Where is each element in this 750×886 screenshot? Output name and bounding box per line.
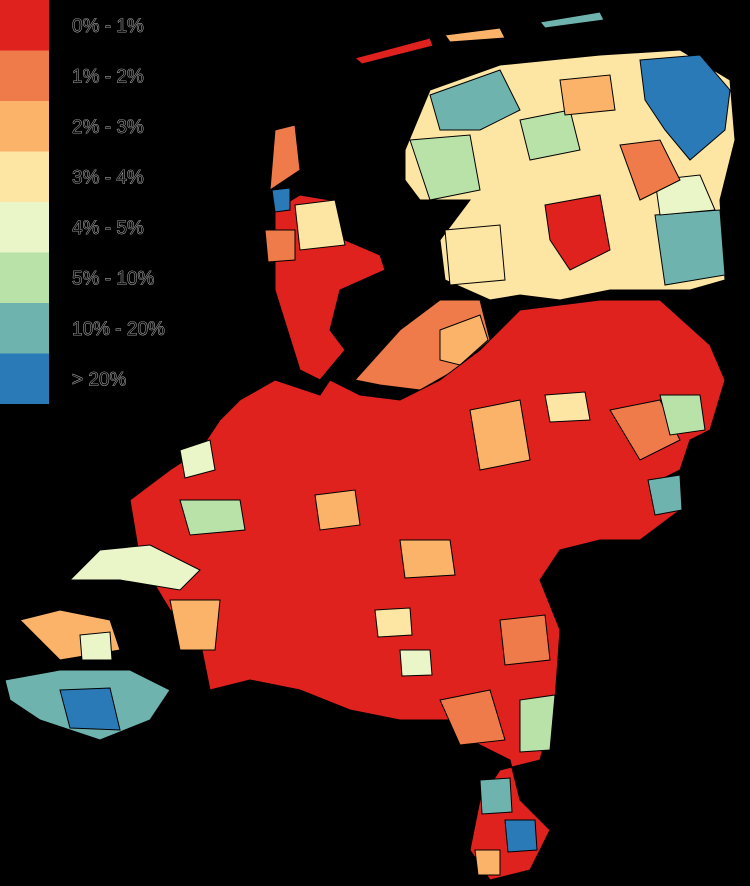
region [519,694,556,753]
region [399,539,456,579]
legend-swatch [0,101,49,152]
region [314,489,361,531]
legend-swatch [0,353,49,404]
region [474,849,501,876]
legend: 0% - 1% 1% - 2% 2% - 3% 3% - 4% 4% - 5% 5% - … [0,0,165,404]
region [479,777,513,815]
region [439,689,506,746]
legend-swatch [0,303,49,354]
region [654,209,726,286]
netherlands-map [4,11,736,881]
region [409,134,481,201]
region [169,599,221,651]
legend-label: 3% - 4% [72,168,144,189]
region [544,194,611,271]
region [271,187,291,213]
region [294,199,346,251]
legend-label: 2% - 3% [72,117,144,138]
region [469,399,531,471]
region [79,631,113,661]
region [619,139,681,201]
legend-label: 1% - 2% [72,67,144,88]
region [609,399,681,461]
region [639,54,731,161]
region [399,649,433,677]
region [353,37,434,65]
region [559,74,616,116]
region [264,229,296,263]
region [374,607,413,638]
region [444,27,506,43]
region [499,614,551,666]
region [544,391,591,423]
region [504,819,538,853]
region [519,109,581,161]
legend-label: 4% - 5% [72,218,144,239]
region [444,224,506,286]
region [439,314,489,366]
legend-label: 5% - 10% [72,269,154,290]
region [659,394,706,436]
legend-swatch [0,0,49,51]
region [179,499,246,536]
region [59,687,121,731]
legend-label: 0% - 1% [72,16,144,37]
legend-swatch [0,202,49,253]
region [429,69,521,131]
region [647,474,683,516]
region [68,544,201,591]
legend-swatch [0,252,49,303]
legend-swatch [0,50,49,101]
region [179,439,216,479]
region [269,124,301,191]
legend-swatch [0,151,49,202]
region [539,11,605,29]
legend-label: 10% - 20% [72,319,165,340]
legend-label: > 20% [72,370,127,391]
